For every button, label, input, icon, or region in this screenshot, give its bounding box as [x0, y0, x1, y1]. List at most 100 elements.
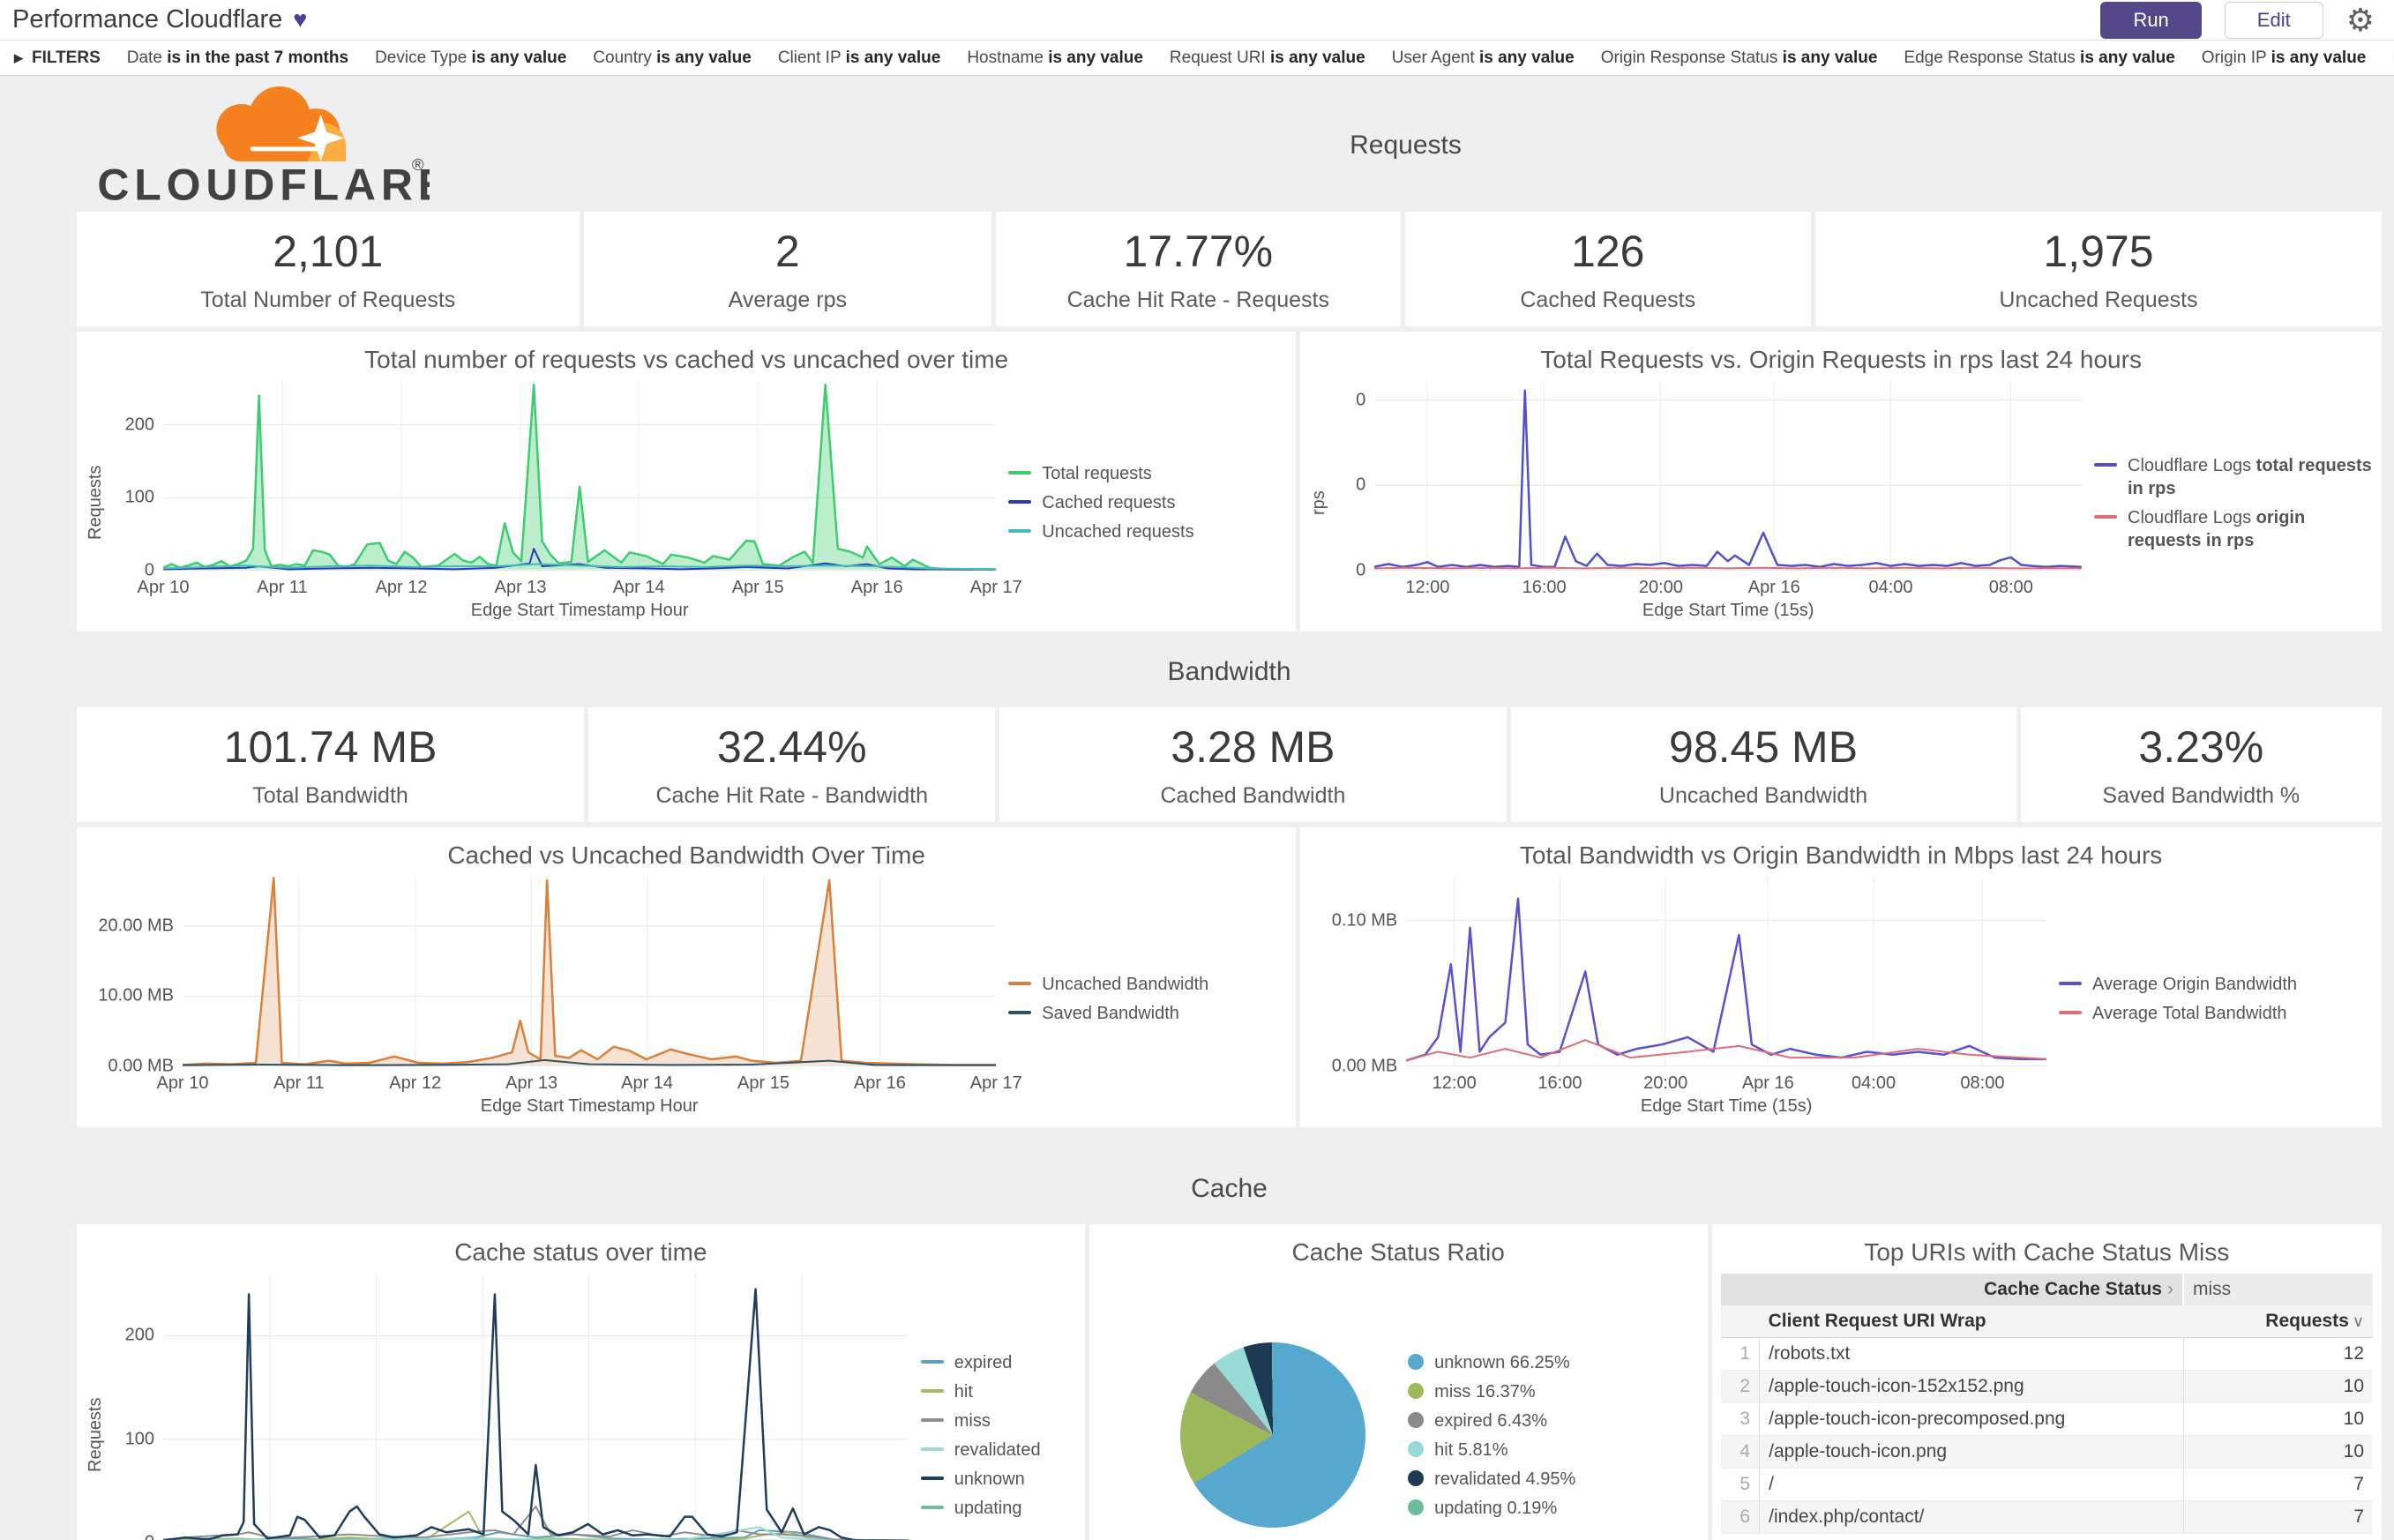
bandwidth-header-band: Bandwidth	[77, 637, 2382, 707]
filter-chip-edge-response-status[interactable]: Edge Response Status is any value	[1904, 49, 2174, 67]
filters-label: FILTERS	[32, 48, 101, 67]
logo-wordmark: CLOUDFLARE	[97, 161, 430, 209]
kpi-label: Cache Hit Rate - Bandwidth	[655, 782, 928, 808]
row-number: 5	[1720, 1468, 1761, 1501]
row-number: 6	[1720, 1500, 1761, 1534]
kpi-value: 101.74 MB	[223, 721, 438, 772]
kpi-tile: 3.28 MB Cached Bandwidth	[999, 707, 1507, 822]
legend-label-bold: origin requests in rps	[2128, 507, 2306, 550]
x-tick-label: Apr 14	[621, 1073, 674, 1093]
filter-chip-user-agent[interactable]: User Agent is any value	[1392, 49, 1575, 67]
legend-item-unknown[interactable]: unknown 66.25%	[1408, 1351, 1616, 1374]
legend-item-uncached-bandwidth[interactable]: Uncached Bandwidth	[1008, 973, 1287, 996]
filter-chip-device-type[interactable]: Device Type is any value	[375, 49, 566, 67]
legend-item-miss[interactable]: miss 16.37%	[1408, 1380, 1616, 1403]
legend-item-revalidated[interactable]: revalidated 4.95%	[1408, 1468, 1616, 1491]
uri-cell[interactable]: /apple-touch-icon-152x152.png	[1769, 1376, 2024, 1396]
legend-item-uncached-requests[interactable]: Uncached requests	[1008, 520, 1287, 543]
filter-chip-rayid[interactable]: RayID is any valu...	[2392, 49, 2394, 67]
run-button[interactable]: Run	[2100, 1, 2202, 39]
plot-svg	[1374, 381, 2082, 571]
filter-chip-hostname[interactable]: Hostname is any value	[967, 49, 1143, 67]
legend-item-average-total-bandwidth[interactable]: Average Total Bandwidth	[2059, 1002, 2373, 1025]
filter-chip-request-uri[interactable]: Request URI is any value	[1170, 49, 1365, 67]
x-tick-label: Apr 16	[1741, 1073, 1794, 1093]
legend-swatch	[920, 1359, 944, 1364]
filters-toggle[interactable]: ▶ FILTERS	[14, 49, 101, 68]
legend-item-cached-requests[interactable]: Cached requests	[1008, 491, 1287, 514]
chart-title: Cached vs Uncached Bandwidth Over Time	[447, 841, 925, 869]
filter-field: Edge Response Status	[1904, 48, 2081, 67]
legend-item-saved-bandwidth[interactable]: Saved Bandwidth	[1008, 1002, 1287, 1025]
filter-condition: is any value	[845, 48, 941, 67]
y-axis-title: Requests	[86, 465, 105, 541]
legend-item-updating[interactable]: updating	[920, 1497, 1076, 1520]
x-tick-label: Apr 13	[505, 1073, 558, 1093]
filter-chip-date[interactable]: Date is in the past 7 months	[127, 49, 348, 67]
kpi-value: 17.77%	[1123, 226, 1274, 276]
legend-label: expired	[954, 1352, 1013, 1372]
x-tick-label: 12:00	[1432, 1073, 1477, 1093]
chart-card-requests-rps: Total Requests vs. Origin Requests in rp…	[1300, 332, 2382, 632]
kpi-value: 3.28 MB	[1171, 721, 1335, 772]
legend-item-hit[interactable]: hit	[920, 1380, 1076, 1403]
plot-area	[163, 1274, 909, 1540]
top-bar: Performance Cloudflare ♥ Run Edit ⚙	[0, 0, 2394, 41]
legend-swatch	[920, 1476, 944, 1480]
y-axis-ticks: 0 0 0	[1334, 381, 1374, 580]
legend-swatch	[920, 1447, 944, 1451]
x-tick-label: Apr 10	[156, 1073, 209, 1093]
gear-icon[interactable]: ⚙	[2345, 1, 2375, 38]
filter-chip-origin-ip[interactable]: Origin IP is any value	[2202, 49, 2367, 67]
uri-cell[interactable]: /apple-touch-icon-precomposed.png	[1769, 1409, 2066, 1429]
filter-field: Request URI	[1169, 48, 1270, 67]
y-tick-label: 10.00 MB	[98, 985, 174, 1005]
legend-item-average-origin-bandwidth[interactable]: Average Origin Bandwidth	[2059, 973, 2373, 996]
legend-item-expired[interactable]: expired 6.43%	[1408, 1409, 1616, 1432]
legend-item-revalidated[interactable]: revalidated	[920, 1439, 1076, 1462]
pie-body: unknown 66.25% miss 16.37% expired 6.43% hi…	[1098, 1274, 1699, 1540]
chart-body: 0.00 MB 10.00 MB 20.00 MB Apr 10 Apr 11 Apr 1…	[86, 877, 1287, 1120]
legend: Uncached Bandwidth Saved Bandwidth	[996, 967, 1287, 1031]
column-header-requests-sort[interactable]: Requests ∨	[2183, 1305, 2373, 1338]
filter-field: Origin IP	[2201, 48, 2271, 67]
filter-condition: is any value	[1478, 48, 1575, 67]
uri-cell[interactable]: /apple-touch-icon.png	[1769, 1441, 1948, 1462]
uri-cell[interactable]: /robots.txt	[1769, 1343, 1851, 1364]
legend-item-total-requests[interactable]: Total requests	[1008, 462, 1287, 485]
filter-chip-country[interactable]: Country is any value	[593, 49, 752, 67]
svg-text:®: ®	[412, 155, 424, 174]
legend-label: Cached requests	[1042, 493, 1176, 512]
legend-item-unknown[interactable]: unknown	[920, 1468, 1076, 1491]
y-axis-ticks: 0 100 200	[110, 381, 163, 579]
plot-area	[1406, 877, 2046, 1066]
y-tick-label: 0	[1356, 560, 1366, 580]
chart-card-bandwidth-over-time: Cached vs Uncached Bandwidth Over Time 0…	[77, 827, 1297, 1127]
uri-cell[interactable]: /	[1769, 1474, 1774, 1494]
row-number: 2	[1720, 1370, 1761, 1403]
filter-chip-origin-response-status[interactable]: Origin Response Status is any value	[1601, 49, 1878, 67]
kpi-label: Cached Bandwidth	[1160, 782, 1346, 808]
legend-item-hit[interactable]: hit 5.81%	[1408, 1439, 1616, 1462]
chart-title: Top URIs with Cache Status Miss	[1864, 1238, 2230, 1266]
legend-item-expired[interactable]: expired	[920, 1351, 1076, 1374]
y-tick-label: 200	[124, 1325, 154, 1345]
kpi-tile: 98.45 MB Uncached Bandwidth	[1510, 707, 2016, 822]
filter-chip-client-ip[interactable]: Client IP is any value	[778, 49, 940, 67]
column-header-uri[interactable]: Client Request URI Wrap	[1759, 1305, 2183, 1338]
uri-cell[interactable]: /index.php/contact/	[1769, 1506, 1925, 1527]
requests-kpi-row: 2,101 Total Number of Requests 2 Average rp…	[77, 212, 2383, 326]
x-tick-label: Apr 17	[969, 578, 1022, 597]
legend-item-updating[interactable]: updating 0.19%	[1408, 1497, 1616, 1520]
pivot-header[interactable]: Cache Cache Status ›	[1720, 1274, 2185, 1305]
filter-condition: is any value	[1048, 48, 1143, 67]
y-tick-label: 0.00 MB	[108, 1056, 174, 1076]
legend-dot	[1408, 1382, 1425, 1399]
legend-item-miss[interactable]: miss	[920, 1409, 1076, 1432]
legend-item-cloudflare-logs[interactable]: Cloudflare Logs total requests in rps	[2094, 454, 2373, 500]
edit-button[interactable]: Edit	[2224, 1, 2323, 39]
legend-item-cloudflare-logs[interactable]: Cloudflare Logs origin requests in rps	[2094, 506, 2373, 552]
chart-card-bandwidth-mbps: Total Bandwidth vs Origin Bandwidth in M…	[1300, 827, 2382, 1127]
